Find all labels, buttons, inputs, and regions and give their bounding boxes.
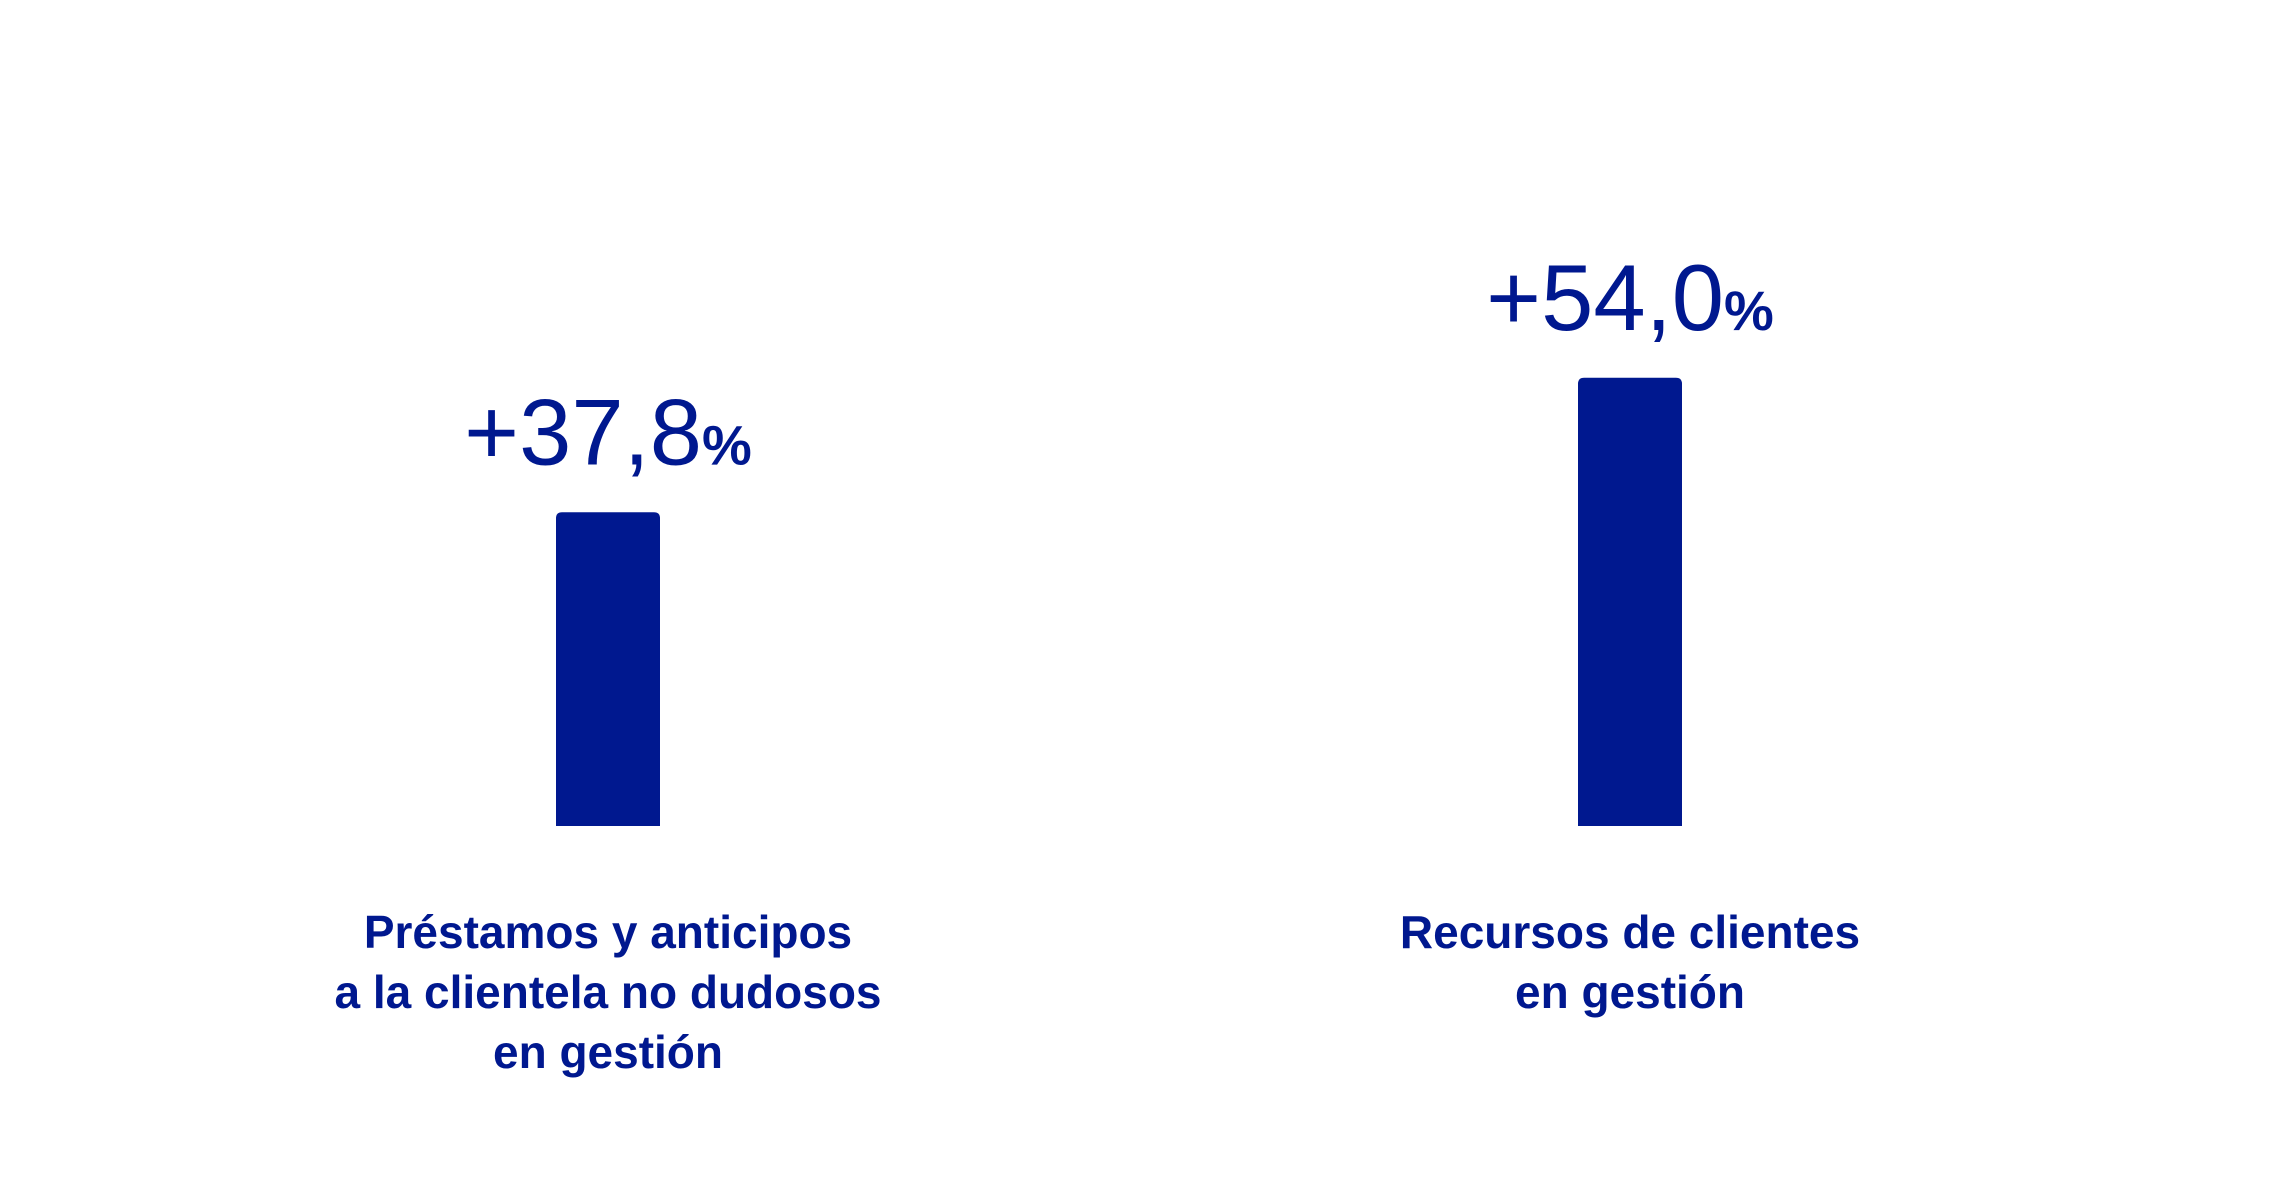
value-number: +37,8 xyxy=(464,379,702,484)
category-label-1-line-1: Préstamos y anticipos xyxy=(364,906,852,958)
bar-2 xyxy=(1578,377,1682,826)
bar-1 xyxy=(556,512,660,826)
category-label-2-line-1: Recursos de clientes xyxy=(1400,906,1860,958)
category-label-1-line-3: en gestión xyxy=(493,1026,723,1078)
category-label-1-line-2: a la clientela no dudosos xyxy=(334,966,881,1018)
value-label-2: +54,0% xyxy=(1486,245,1774,350)
value-unit: % xyxy=(702,413,752,476)
category-label-2-line-2: en gestión xyxy=(1515,966,1745,1018)
value-unit: % xyxy=(1724,279,1774,342)
value-number: +54,0 xyxy=(1486,245,1724,350)
value-label-1: +37,8% xyxy=(464,379,752,484)
